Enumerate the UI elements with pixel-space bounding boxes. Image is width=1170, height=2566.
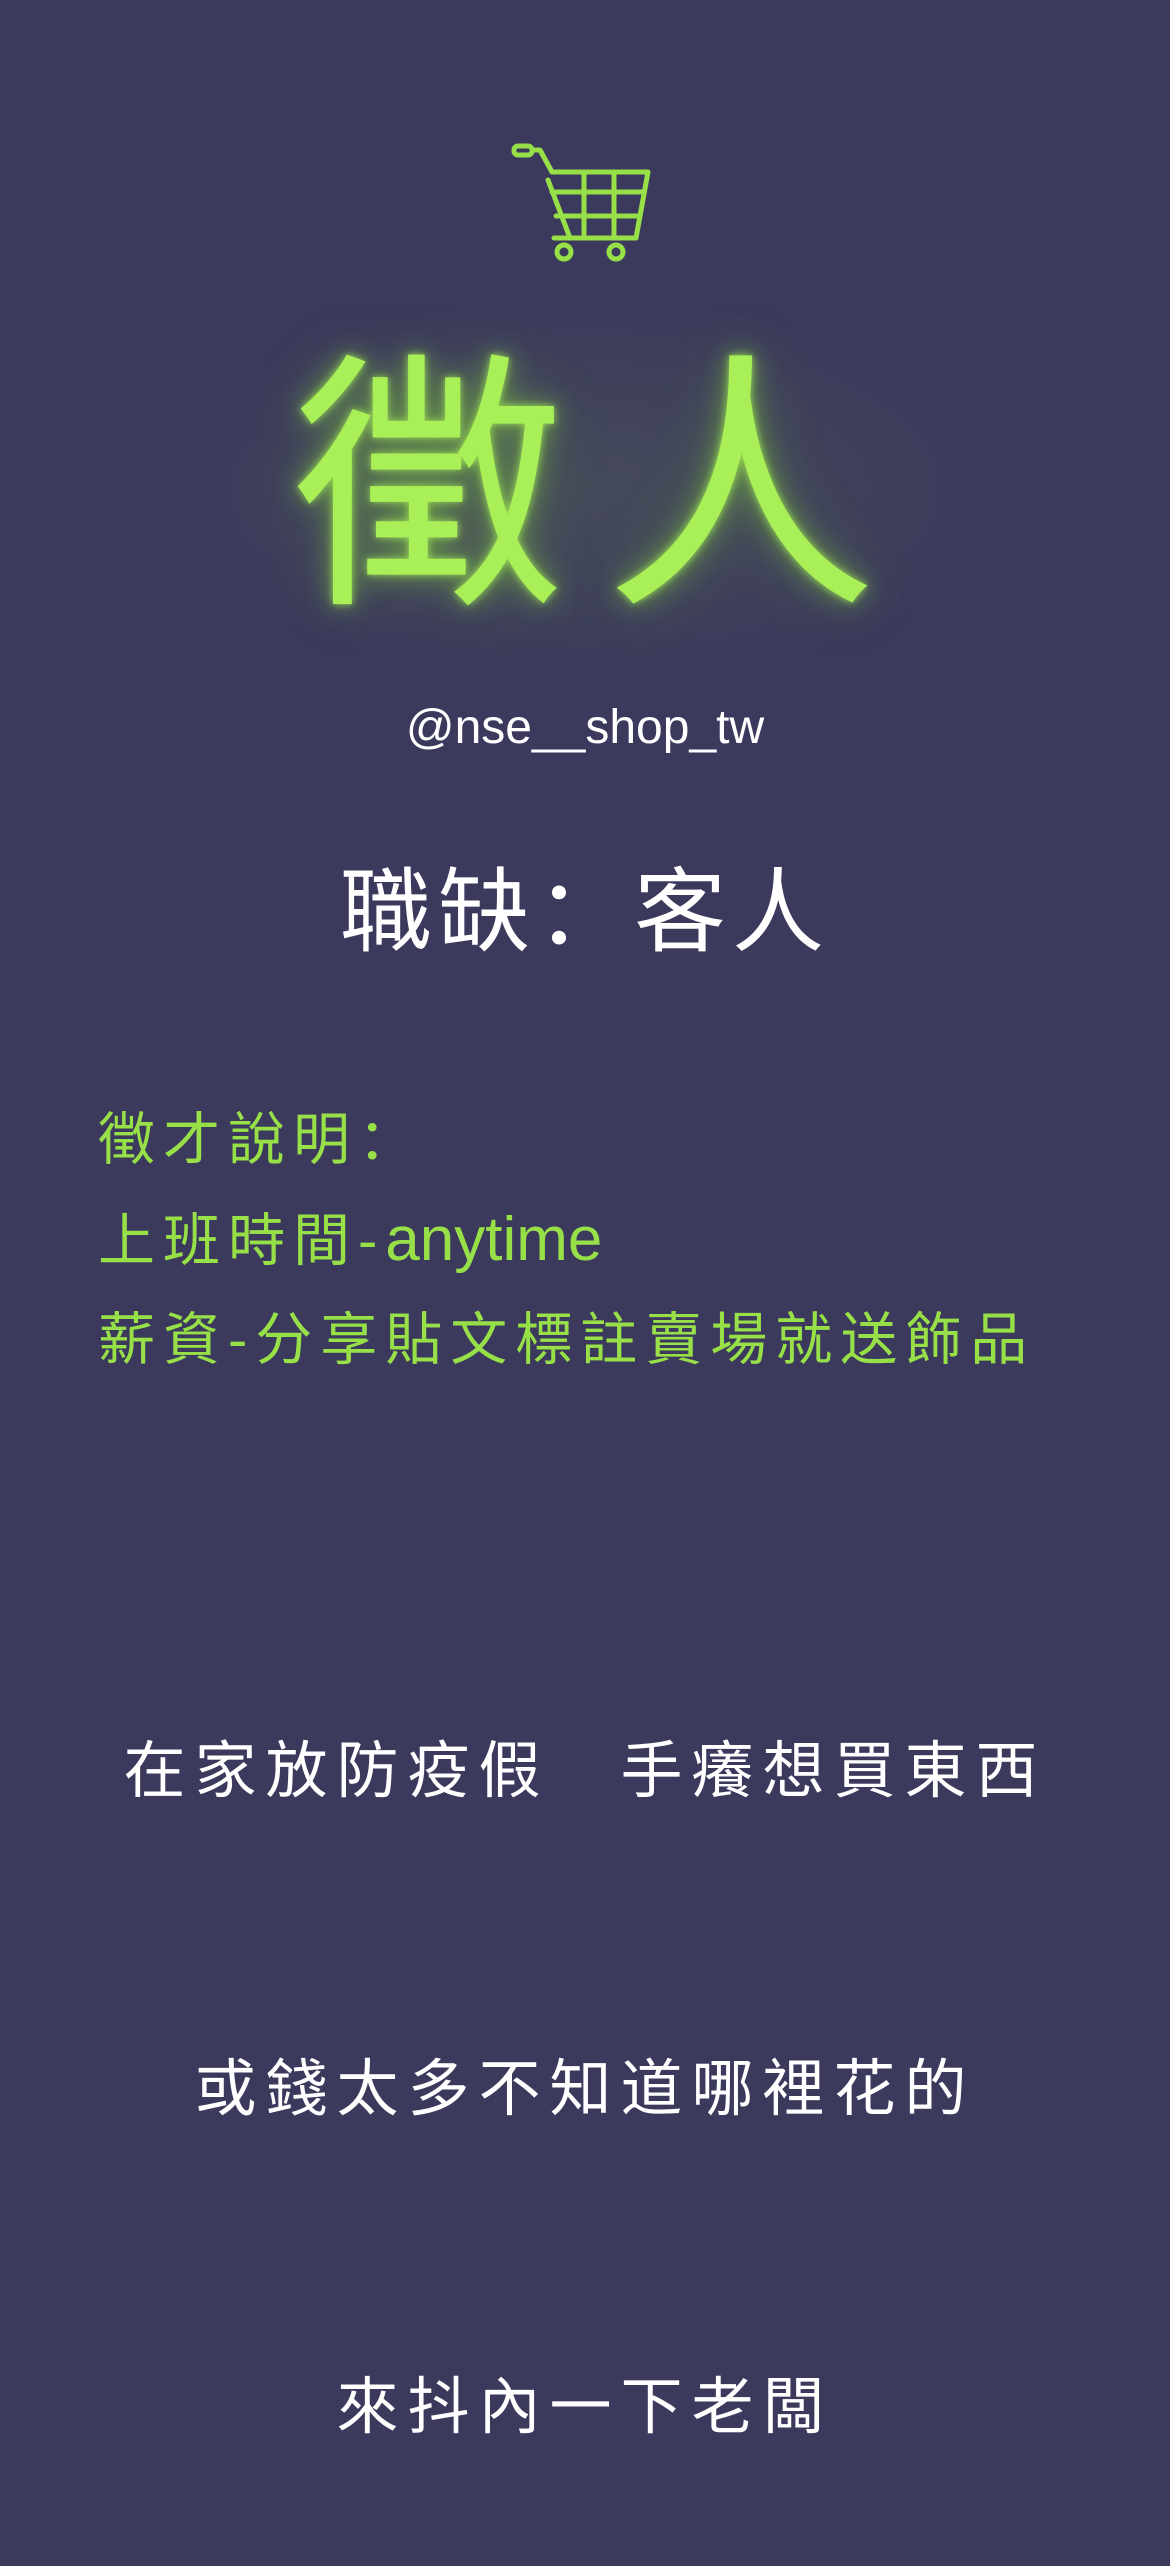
hero-title: 徵人 — [293, 332, 917, 648]
hours-label: 上班時間- — [98, 1208, 386, 1274]
pitch-text: 在家放防疫假 手癢想買東西 或錢太多不知道哪裡花的 來抖內一下老闆 — [0, 1506, 1170, 2566]
poster: { "icons": { "cart": "shopping-cart-icon… — [98, 143, 1138, 2443]
details-hours: 上班時間-anytime — [98, 1190, 1138, 1290]
job-title: 職缺：客人 — [339, 859, 830, 966]
account-handle: @nse__shop_tw — [405, 701, 765, 754]
pitch-line-1: 在家放防疫假 手癢想買東西 — [123, 1734, 1047, 1807]
pitch-line-3: 來抖內一下老闆 — [336, 2370, 834, 2443]
details-heading: 徵才說明： — [98, 1107, 423, 1173]
shopping-cart-icon — [511, 143, 651, 262]
pitch-line-2: 或錢太多不知道哪裡花的 — [194, 2052, 976, 2125]
details-salary: 薪資-分享貼文標註賣場就送飾品 — [98, 1307, 1036, 1373]
job-details: 徵才說明： 上班時間-anytime 薪資-分享貼文標註賣場就送飾品 — [98, 1090, 1138, 1390]
hours-value: anytime — [385, 1205, 603, 1274]
hero-glow — [160, 300, 1010, 680]
